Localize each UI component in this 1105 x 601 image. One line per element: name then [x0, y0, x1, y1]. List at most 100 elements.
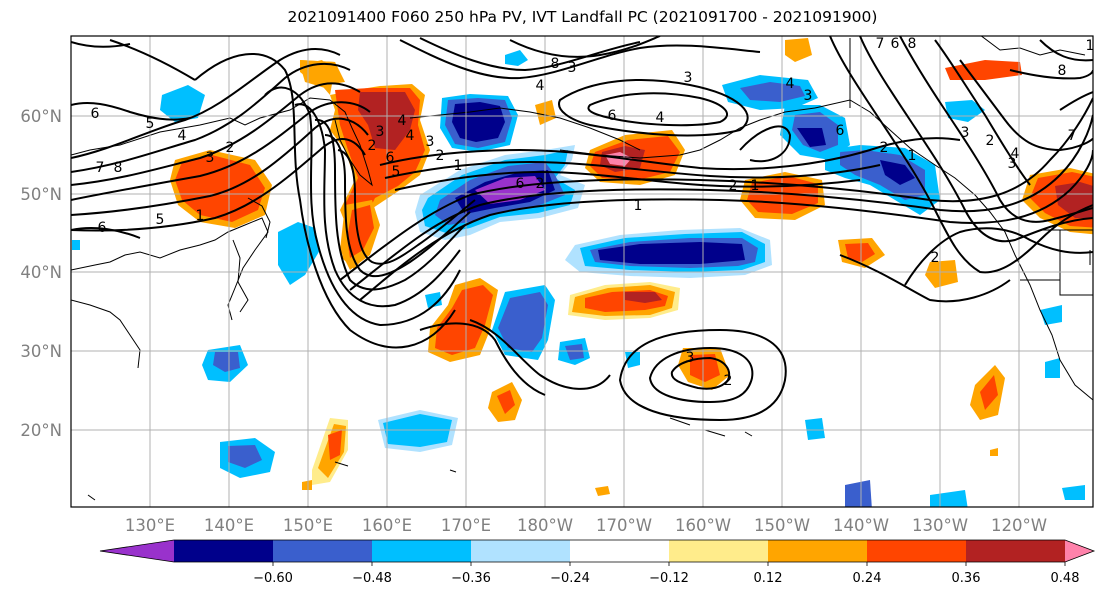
- bering-coastline: [409, 107, 641, 151]
- contour-line: [959, 59, 1093, 152]
- map-frame: [70, 35, 1094, 508]
- china-coastline: [71, 299, 141, 369]
- contour-label: 6: [836, 123, 845, 139]
- contour-line: [71, 138, 366, 232]
- pv-negative-anomaly: [440, 94, 518, 152]
- contour-label: 3: [376, 124, 385, 140]
- contour-label: 1: [908, 148, 917, 164]
- latitude-label: 20°N: [20, 421, 62, 440]
- contour-line: [71, 62, 351, 173]
- contour-label: 1: [634, 198, 643, 214]
- contour-line: [349, 114, 1093, 291]
- colorbar-tick-label: 0.12: [754, 571, 783, 586]
- contour-line: [379, 137, 961, 171]
- colorbar-box: [669, 540, 769, 562]
- contour-label: 4: [178, 128, 187, 144]
- contour-label: 8: [551, 56, 560, 72]
- contour-label: 1: [196, 208, 205, 224]
- contour-line: [109, 39, 196, 81]
- contour-line: [739, 125, 792, 163]
- colorbar-box: [471, 540, 571, 562]
- pv-shading: [72, 38, 1093, 507]
- longitude-label: 160°E: [362, 516, 412, 535]
- colorbar-box: [174, 540, 274, 562]
- pv-negative-anomaly: [722, 75, 850, 160]
- contour-label: 1: [751, 178, 760, 194]
- contour-line: [419, 37, 641, 72]
- longitude-label: 140°E: [204, 516, 254, 535]
- latitude-label: 60°N: [20, 107, 62, 126]
- longitude-label: 170°W: [596, 516, 652, 535]
- colorbar: −0.60 −0.48 −0.36 −0.24 −0.12 0.12 0.24 0.36 0.4…: [99, 539, 1096, 586]
- colorbar-box: [570, 540, 670, 562]
- contour-label: 2: [536, 176, 545, 192]
- contour-line: [859, 36, 1093, 243]
- contour-line: [71, 41, 131, 48]
- pv-small-anomalies: [72, 38, 1085, 507]
- colorbar-tick-label: −0.24: [550, 571, 590, 586]
- longitude-labels: 130°E 140°E 150°E 160°E 170°E 180°W 170°W 160°W…: [125, 516, 1047, 535]
- colorbar-box: [372, 540, 472, 562]
- sakhalin-coastline: [247, 197, 271, 239]
- colorbar-box: [273, 540, 373, 562]
- contour-line: [324, 134, 471, 278]
- contour-line: [670, 356, 730, 390]
- contour-label: 3: [684, 70, 693, 86]
- contour-label: 6: [891, 36, 900, 52]
- contour-label: 8: [114, 160, 123, 176]
- colorbar-box: [966, 540, 1066, 562]
- contour-line: [337, 149, 476, 265]
- contour-line: [1059, 91, 1093, 111]
- contour-label: 4: [1011, 146, 1020, 162]
- contour-label: 7: [876, 36, 885, 52]
- pv-positive-anomaly: [970, 365, 1005, 420]
- contour-line: [899, 36, 1093, 223]
- contour-line: [1009, 69, 1093, 80]
- contour-label: 3: [686, 350, 695, 366]
- contour-line: [469, 319, 611, 390]
- latitude-labels: 60°N 50°N 40°N 30°N 20°N: [20, 107, 62, 440]
- contour-label: 7: [96, 160, 105, 176]
- contour-label: 1: [454, 158, 463, 174]
- pv-positive-anomaly: [428, 278, 498, 362]
- pv-positive-anomaly: [488, 382, 522, 422]
- map-title: 2021091400 F060 250 hPa PV, IVT Landfall…: [287, 8, 878, 26]
- contour-line: [839, 254, 1011, 303]
- colorbar-tick-label: 0.48: [1051, 571, 1080, 586]
- colorbar-tick-label: −0.36: [451, 571, 491, 586]
- contour-line: [419, 322, 546, 396]
- longitude-label: 140°W: [833, 516, 889, 535]
- longitude-label: 130°E: [125, 516, 175, 535]
- longitude-label: 170°E: [441, 516, 491, 535]
- east-asia-coastline: [71, 217, 269, 321]
- contour-line: [509, 36, 661, 58]
- contour-label: 2: [724, 373, 733, 389]
- colorbar-tick-label: −0.12: [649, 571, 689, 586]
- pv-negative-anomaly: [220, 438, 275, 478]
- pv-negative-anomaly: [492, 285, 555, 360]
- contour-line: [71, 101, 371, 201]
- contour-line: [394, 170, 861, 191]
- contour-line: [587, 92, 728, 127]
- contour-label: 8: [908, 36, 917, 52]
- contour-line: [399, 39, 761, 80]
- pv-positive-anomaly: [678, 348, 730, 390]
- contour-line: [359, 149, 1093, 301]
- colorbar-tick-label: −0.60: [253, 571, 293, 586]
- contour-label: 2: [880, 140, 889, 156]
- colorbar-box: [768, 540, 868, 562]
- contour-line: [618, 328, 787, 422]
- pv-positive-anomaly: [170, 150, 272, 228]
- contour-label: 3: [1008, 156, 1017, 172]
- contour-line: [558, 79, 749, 137]
- contour-label: 4: [536, 78, 545, 94]
- contour-label: 4: [406, 128, 415, 144]
- contour-label: 2: [226, 140, 235, 156]
- longitude-label: 150°W: [754, 516, 810, 535]
- contour-label: 8: [1058, 63, 1067, 79]
- colorbar-outline: [99, 539, 1096, 563]
- contour-line: [339, 97, 1093, 281]
- contour-label: 4: [398, 113, 407, 129]
